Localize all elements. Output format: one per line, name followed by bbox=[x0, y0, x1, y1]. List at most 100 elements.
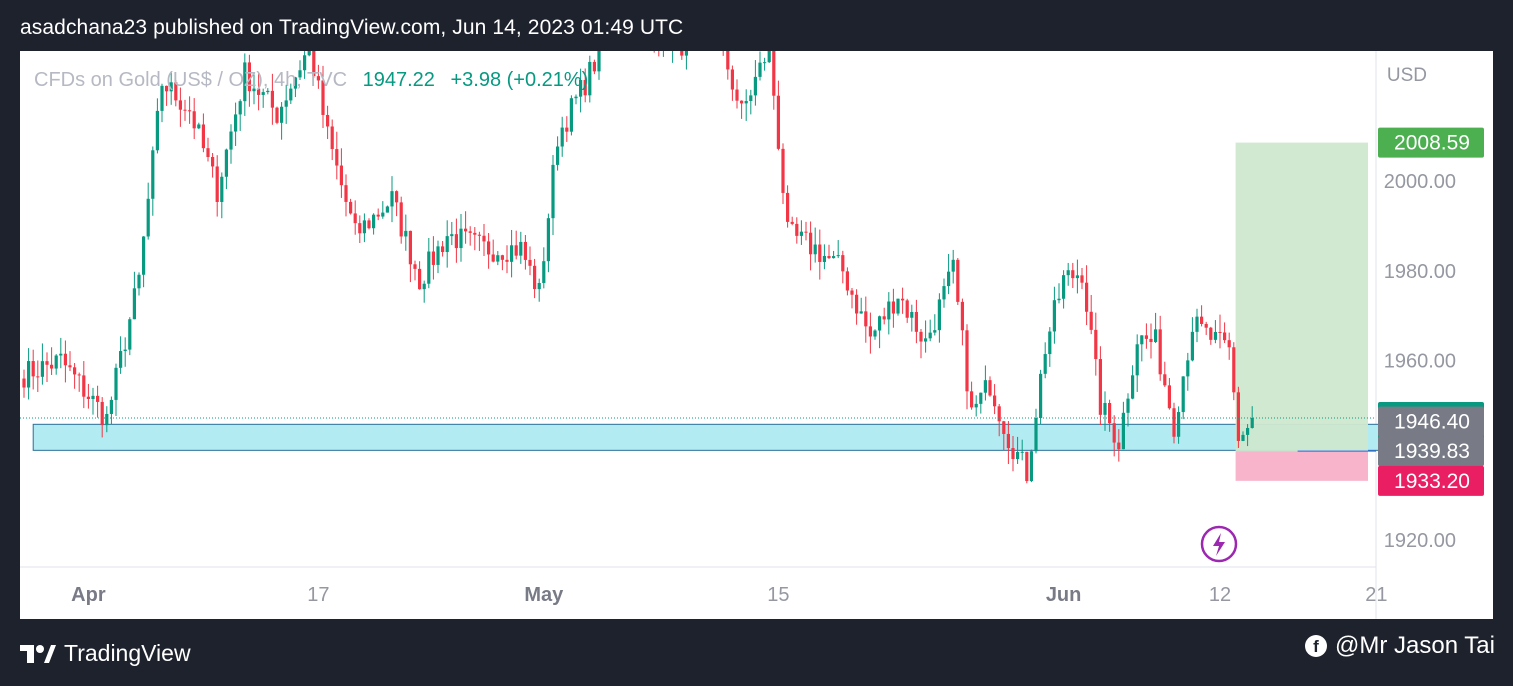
candle-body bbox=[1140, 335, 1144, 345]
candle-body bbox=[947, 271, 951, 287]
candle-body bbox=[1039, 373, 1043, 418]
facebook-icon: f bbox=[1305, 635, 1328, 657]
candlestick-chart[interactable]: 2000.00 1980.00 1960.00 1920.00 Apr 17 May 15 Ju… bbox=[20, 51, 1493, 619]
candle-body bbox=[183, 109, 187, 111]
candle-body bbox=[105, 413, 109, 426]
candle-body bbox=[215, 166, 219, 202]
candle-body bbox=[220, 176, 224, 202]
candle-body bbox=[1085, 282, 1089, 312]
candle-body bbox=[146, 198, 150, 237]
candle-body bbox=[510, 245, 514, 262]
price-tick-label-partial: 1920.00 bbox=[1384, 530, 1456, 552]
candle-body bbox=[454, 234, 458, 249]
chart-area[interactable]: 2000.00 1980.00 1960.00 1920.00 Apr 17 May 15 Ju… bbox=[20, 51, 1493, 619]
tradingview-logo: TradingView bbox=[20, 640, 191, 667]
candle-body bbox=[344, 185, 348, 202]
candle-body bbox=[326, 114, 330, 127]
candle-body bbox=[27, 361, 31, 388]
candle-body bbox=[556, 146, 560, 165]
position-loss-zone bbox=[1235, 451, 1368, 481]
candle-body bbox=[280, 106, 284, 123]
candle-body bbox=[960, 301, 964, 331]
candle-body bbox=[142, 236, 146, 275]
candle-body bbox=[845, 271, 849, 291]
time-tick-label: 12 bbox=[1209, 584, 1231, 606]
candle-body bbox=[1034, 417, 1038, 452]
candle-body bbox=[813, 244, 817, 255]
candle-body bbox=[1006, 433, 1010, 449]
candle-body bbox=[188, 110, 192, 112]
candle-body bbox=[1016, 451, 1020, 460]
candle-body bbox=[335, 149, 339, 166]
candle-body bbox=[174, 82, 178, 101]
candle-body bbox=[979, 392, 983, 404]
candle-body bbox=[951, 259, 955, 272]
candle-body bbox=[1048, 331, 1052, 355]
candle-body bbox=[40, 361, 44, 377]
candle-body bbox=[1098, 359, 1102, 415]
candle-body bbox=[45, 361, 49, 365]
candle-body bbox=[63, 353, 67, 366]
candle-body bbox=[1158, 329, 1162, 375]
candle-body bbox=[270, 90, 274, 108]
candle-body bbox=[588, 61, 592, 96]
candle-body bbox=[740, 100, 744, 104]
target-price-label: 2008.59 bbox=[1394, 132, 1470, 155]
candle-body bbox=[758, 62, 762, 77]
candle-body bbox=[583, 80, 587, 96]
candle-body bbox=[1232, 347, 1236, 393]
candle-body bbox=[1131, 375, 1135, 399]
candle-body bbox=[868, 326, 872, 337]
candle-body bbox=[763, 62, 767, 64]
candle-body bbox=[1227, 340, 1231, 348]
candle-body bbox=[523, 241, 527, 260]
candle-body bbox=[418, 268, 422, 290]
candle-body bbox=[160, 85, 164, 111]
candle-body bbox=[22, 378, 26, 388]
candle-body bbox=[753, 76, 757, 96]
symbol-description: CFDs on Gold (US$ / OZ), 4h, TVC bbox=[34, 69, 348, 91]
candle-body bbox=[804, 231, 808, 233]
time-tick-label: 15 bbox=[767, 584, 789, 606]
candle-body bbox=[257, 88, 261, 95]
candle-body bbox=[905, 300, 909, 318]
candle-body bbox=[339, 165, 343, 186]
candle-body bbox=[776, 95, 780, 149]
candle-body bbox=[119, 351, 123, 368]
candle-body bbox=[464, 228, 468, 232]
candle-body bbox=[799, 231, 803, 236]
candle-body bbox=[431, 251, 435, 265]
candle-body bbox=[878, 316, 882, 331]
candle-body bbox=[436, 246, 440, 265]
candle-body bbox=[252, 88, 256, 92]
candle-body bbox=[376, 214, 380, 217]
author-credit-text: @Mr Jason Tai bbox=[1335, 632, 1495, 659]
candle-body bbox=[795, 223, 799, 236]
candle-body bbox=[546, 218, 550, 262]
target-price-label-bg bbox=[1378, 127, 1484, 158]
candle-body bbox=[786, 192, 790, 222]
candle-body bbox=[395, 191, 399, 203]
candle-body bbox=[132, 288, 136, 320]
candle-body bbox=[151, 150, 155, 199]
entry-price-label: 1939.83 bbox=[1394, 440, 1470, 463]
candle-body bbox=[1213, 331, 1217, 340]
lightning-icon bbox=[1200, 525, 1238, 563]
candle-body bbox=[192, 111, 196, 129]
candle-body bbox=[1163, 374, 1167, 386]
candle-body bbox=[1066, 270, 1070, 276]
candle-body bbox=[312, 51, 316, 77]
candle-body bbox=[100, 401, 104, 426]
price-tick-label: 2000.00 bbox=[1384, 171, 1456, 193]
candle-body bbox=[224, 149, 228, 177]
candle-body bbox=[841, 255, 845, 272]
candle-body bbox=[956, 259, 960, 302]
candle-body bbox=[1190, 331, 1194, 361]
candle-body bbox=[59, 353, 63, 356]
price-tick-label: 1960.00 bbox=[1384, 351, 1456, 373]
candle-body bbox=[910, 311, 914, 318]
candle-body bbox=[477, 234, 481, 236]
candle-body bbox=[399, 202, 403, 237]
candle-body bbox=[303, 55, 307, 71]
candle-body bbox=[441, 246, 445, 253]
